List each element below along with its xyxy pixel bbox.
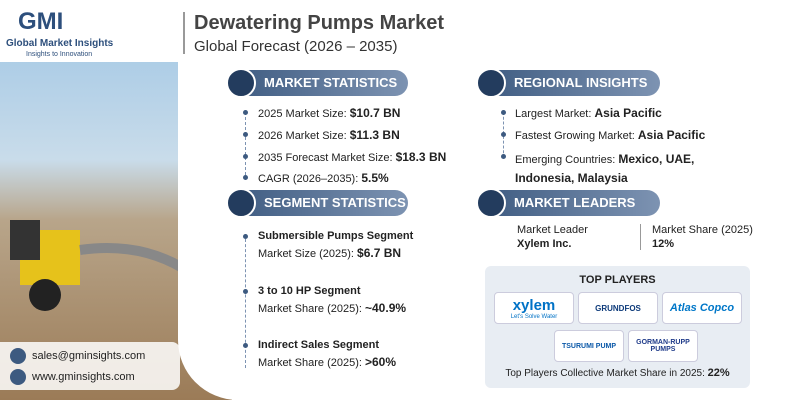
subtitle: Global Forecast (2026 – 2035) [194, 38, 398, 55]
logo-mark: GMI [18, 8, 64, 35]
bullet [501, 110, 506, 115]
section-heading: SEGMENT STATISTICS [226, 188, 408, 218]
stat-row: CAGR (2026–2035): 5.5% [258, 171, 389, 185]
region-row: Fastest Growing Market: Asia Pacific [515, 128, 705, 142]
top-players-box [485, 266, 750, 388]
leader-label: Market Leader [517, 224, 588, 236]
player-logo: GORMAN-RUPP PUMPS [628, 330, 698, 362]
logo-tagline: Insights to Innovation [26, 51, 93, 58]
segment-row: Market Size (2025): $6.7 BN [258, 246, 401, 260]
logo-text: GRUNDFOS [595, 303, 641, 313]
segment-value: $6.7 BN [357, 246, 402, 260]
stat-value: $10.7 BN [349, 106, 401, 120]
bullet-line [245, 112, 246, 180]
heading-text: MARKET STATISTICS [264, 75, 398, 90]
player-logo: xylem Let's Solve Water [494, 292, 574, 324]
segment-row: Market Share (2025): ~40.9% [258, 301, 406, 315]
web-icon [10, 369, 26, 385]
bullet [243, 234, 248, 239]
segment-value: >60% [365, 355, 397, 369]
stat-row: 2025 Market Size: $10.7 BN [258, 106, 400, 120]
top-players-heading: TOP PLAYERS [579, 274, 656, 286]
stat-row: 2026 Market Size: $11.3 BN [258, 128, 400, 142]
wheel [29, 279, 61, 311]
segment-name: Submersible Pumps Segment [258, 230, 414, 242]
section-icon [476, 68, 506, 98]
region-label: Largest Market: [515, 108, 592, 120]
section-heading: MARKET STATISTICS [226, 68, 408, 98]
title-divider [183, 12, 185, 54]
section-heading: MARKET LEADERS [476, 188, 660, 218]
logo-text: xylem [512, 296, 556, 314]
footer-label: Top Players Collective Market Share in 2… [505, 368, 705, 379]
footer-value: 22% [707, 367, 730, 379]
player-logo: TSURUMI PUMP [554, 330, 624, 362]
segment-value: ~40.9% [365, 301, 407, 315]
region-value: Asia Pacific [637, 128, 706, 142]
leader-divider [640, 224, 641, 250]
heading-text: SEGMENT STATISTICS [264, 195, 406, 210]
region-label: Fastest Growing Market: [515, 130, 635, 142]
logo-text: Let's Solve Water [510, 313, 558, 320]
leader-name: Xylem Inc. [517, 238, 572, 250]
section-icon [226, 188, 256, 218]
stat-label: CAGR (2026–2035): [258, 173, 359, 185]
bullet [243, 110, 248, 115]
pump-illustration [10, 220, 200, 311]
region-value: Mexico, UAE, Indonesia, Malaysia [515, 152, 695, 185]
share-value: 12% [652, 238, 675, 250]
segment-label: Market Share (2025): [258, 303, 362, 315]
region-label: Emerging Countries: [515, 154, 616, 166]
section-icon [226, 68, 256, 98]
segment-label: Market Share (2025): [258, 357, 362, 369]
bullet [243, 132, 248, 137]
stat-row: 2035 Forecast Market Size: $18.3 BN [258, 150, 446, 164]
logo-text: TSURUMI PUMP [561, 342, 617, 350]
title: Dewatering Pumps Market [194, 12, 445, 34]
stat-value: $11.3 BN [349, 128, 400, 142]
engine [10, 220, 40, 260]
segment-name: 3 to 10 HP Segment [258, 285, 361, 297]
segment-row: Market Share (2025): >60% [258, 355, 396, 369]
bullet [501, 154, 506, 159]
bullet [243, 175, 248, 180]
player-logo: GRUNDFOS [578, 292, 658, 324]
stat-value: 5.5% [361, 171, 389, 185]
region-value: Asia Pacific [594, 106, 662, 120]
stat-label: 2026 Market Size: [258, 130, 347, 142]
heading-text: MARKET LEADERS [514, 195, 636, 210]
top-players-footer: Top Players Collective Market Share in 2… [485, 367, 750, 379]
player-logo: Atlas Copco [662, 292, 742, 324]
stat-label: 2035 Forecast Market Size: [258, 152, 393, 164]
section-heading: REGIONAL INSIGHTS [476, 68, 660, 98]
logo-name: Global Market Insights [6, 38, 114, 49]
contact-box [0, 342, 180, 390]
bullet [243, 289, 248, 294]
region-row: Largest Market: Asia Pacific [515, 106, 662, 120]
region-row: Emerging Countries: Mexico, UAE, Indones… [515, 150, 725, 188]
section-icon [476, 188, 506, 218]
bullet-line [245, 234, 246, 368]
bullet [501, 132, 506, 137]
email[interactable]: sales@gminsights.com [32, 350, 146, 362]
stat-label: 2025 Market Size: [258, 108, 347, 120]
email-icon [10, 348, 26, 364]
bullet [243, 343, 248, 348]
logo-text: GORMAN-RUPP PUMPS [636, 339, 690, 353]
segment-name: Indirect Sales Segment [258, 339, 380, 351]
share-label: Market Share (2025) [652, 224, 753, 236]
heading-text: REGIONAL INSIGHTS [514, 75, 648, 90]
segment-label: Market Size (2025): [258, 248, 354, 260]
website[interactable]: www.gminsights.com [32, 371, 135, 383]
stat-value: $18.3 BN [395, 150, 447, 164]
bullet [243, 154, 248, 159]
logo-text: Atlas Copco [669, 302, 735, 314]
